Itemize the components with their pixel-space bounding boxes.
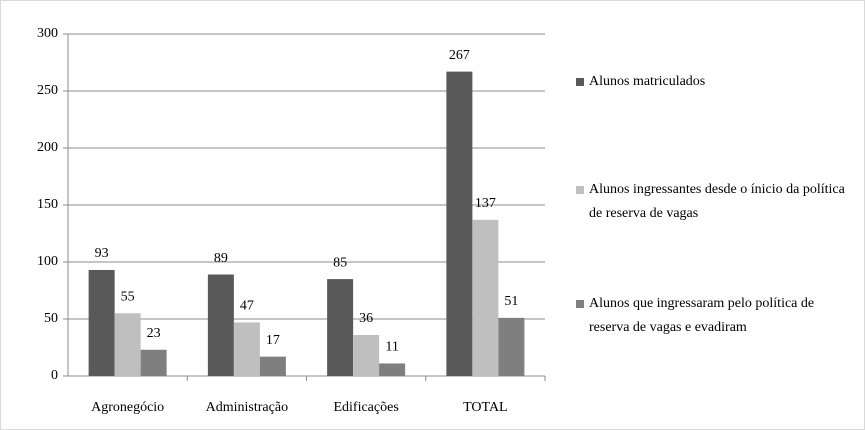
y-tick-label: 250 [37, 83, 58, 98]
bar [379, 363, 406, 376]
bar [498, 317, 525, 376]
legend-item: Alunos ingressantes desde o ínicio da po… [576, 178, 858, 226]
bar [88, 269, 115, 376]
bar [114, 313, 141, 376]
data-label: 47 [240, 299, 254, 314]
y-tick-label: 0 [51, 368, 58, 383]
data-label: 36 [359, 311, 373, 326]
bar [353, 334, 380, 376]
legend-label: Alunos matriculados [589, 74, 706, 89]
data-label: 17 [266, 333, 280, 348]
y-tick-label: 50 [44, 311, 58, 326]
x-tick-label: Administração [206, 400, 288, 415]
bar [207, 274, 234, 376]
x-tick-label: Agronegócio [91, 400, 164, 415]
data-label: 23 [147, 326, 161, 341]
y-tick-label: 150 [37, 197, 58, 212]
data-label: 89 [214, 251, 228, 266]
legend-label: Alunos que ingressaram pelo política de … [589, 296, 815, 335]
legend-label: Alunos ingressantes desde o ínicio da po… [589, 182, 845, 221]
bar [472, 219, 499, 376]
legend-item: Alunos matriculados [576, 70, 858, 94]
legend-swatch [576, 186, 584, 194]
y-tick-label: 300 [37, 26, 58, 41]
y-tick-label: 100 [37, 254, 58, 269]
x-tick-label: Edificações [333, 400, 398, 415]
data-label: 55 [121, 290, 135, 305]
data-label: 93 [95, 246, 109, 261]
y-tick-label: 200 [37, 140, 58, 155]
data-label: 267 [449, 48, 470, 63]
bar [327, 279, 354, 376]
bar [446, 71, 473, 377]
legend-swatch [576, 78, 584, 86]
bar [140, 349, 167, 376]
data-label: 137 [475, 196, 496, 211]
bar [259, 356, 286, 376]
legend-item: Alunos que ingressaram pelo política de … [576, 292, 858, 340]
data-label: 85 [333, 255, 347, 270]
data-label: 11 [385, 340, 398, 355]
data-label: 51 [504, 294, 518, 309]
x-tick-label: TOTAL [463, 400, 508, 415]
legend-swatch [576, 300, 584, 308]
bar [233, 322, 260, 376]
